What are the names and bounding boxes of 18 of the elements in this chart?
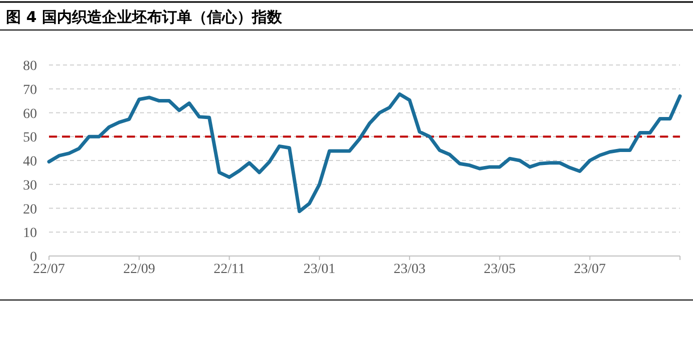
line-series — [47, 92, 682, 214]
x-tick-label: 23/07 — [574, 262, 606, 277]
y-tick-label: 50 — [23, 130, 37, 146]
y-tick-label: 10 — [23, 226, 37, 242]
y-tick-label: 30 — [23, 178, 37, 194]
y-tick-label: 60 — [23, 106, 37, 122]
x-tick-label: 23/05 — [484, 262, 516, 277]
x-tick-label: 23/01 — [303, 262, 336, 277]
y-tick-label: 0 — [30, 250, 37, 265]
x-tick-label: 23/03 — [394, 262, 426, 277]
y-tick-label: 70 — [23, 82, 37, 98]
y-tick-label: 40 — [23, 154, 37, 170]
y-tick-label: 20 — [23, 202, 37, 218]
x-tick-label: 22/09 — [123, 262, 156, 277]
chart-title: 图 4 国内织造企业坯布订单（信心）指数 — [6, 8, 283, 26]
x-tick-label: 22/11 — [214, 262, 245, 277]
y-tick-label: 80 — [23, 59, 37, 74]
x-tick-label: 22/07 — [33, 262, 65, 277]
